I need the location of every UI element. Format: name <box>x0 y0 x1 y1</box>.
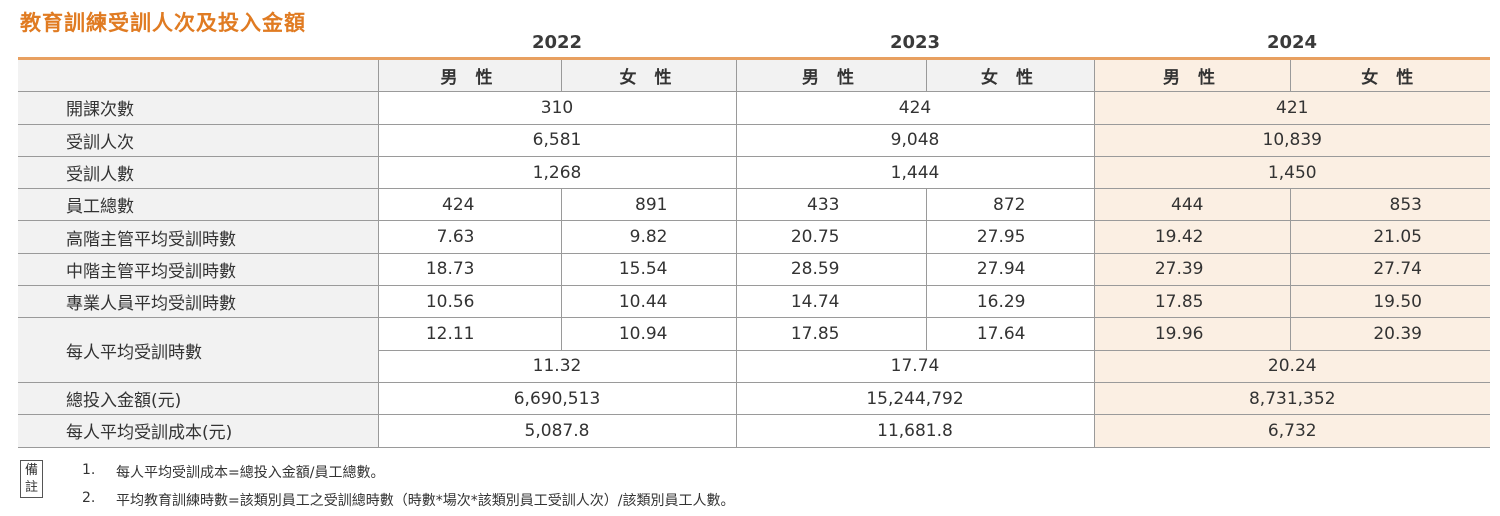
courses-2022: 310 <box>378 91 737 125</box>
row-label: 高階主管平均受訓時數 <box>18 220 379 254</box>
per-person-male-2023: 17.85 <box>736 317 927 351</box>
row-label: 員工總數 <box>18 188 379 222</box>
cost-2024: 6,732 <box>1094 414 1490 448</box>
training-table: 男 性 女 性 男 性 女 性 男 性 女 性 開課次數 310 424 421… <box>18 57 1490 448</box>
table-row: 每人平均受訓時數 12.11 10.94 17.85 17.64 19.96 2… <box>18 317 1490 383</box>
trainee-times-2024: 10,839 <box>1094 124 1490 157</box>
row-label: 受訓人次 <box>18 124 379 157</box>
senior-female-2022: 9.82 <box>561 220 737 254</box>
male-2023-header: 男 性 <box>736 58 927 93</box>
page-title: 教育訓練受訓人次及投入金額 <box>20 11 306 35</box>
per-person-male-2024: 19.96 <box>1094 317 1291 351</box>
professional-female-2024: 19.50 <box>1290 285 1490 319</box>
per-person-female-2024: 20.39 <box>1290 317 1490 351</box>
table-row: 11.32 17.74 20.24 <box>18 350 1490 383</box>
row-label: 開課次數 <box>18 91 379 125</box>
per-person-total-2024: 20.24 <box>1094 350 1490 383</box>
trainee-times-2023: 9,048 <box>736 124 1095 157</box>
table-row: 員工總數 424 891 433 872 444 853 <box>18 188 1490 222</box>
table-row: 總投入金額(元) 6,690,513 15,244,792 8,731,352 <box>18 382 1490 416</box>
table-row: 受訓人數 1,268 1,444 1,450 <box>18 156 1490 190</box>
trainee-times-2022: 6,581 <box>378 124 737 157</box>
table-row: 中階主管平均受訓時數 18.73 15.54 28.59 27.94 27.39… <box>18 253 1490 287</box>
notes-tag: 備註 <box>20 460 44 498</box>
per-person-female-2022: 10.94 <box>561 317 737 351</box>
year-2022-header: 2022 <box>531 32 583 53</box>
middle-male-2023: 28.59 <box>736 253 927 287</box>
courses-2024: 421 <box>1094 91 1490 125</box>
employees-male-2023: 433 <box>736 188 927 222</box>
row-label: 每人平均受訓成本(元) <box>18 414 379 448</box>
row-label: 專業人員平均受訓時數 <box>18 285 379 319</box>
row-label: 總投入金額(元) <box>18 382 379 416</box>
trainees-2022: 1,268 <box>378 156 737 190</box>
row-label: 中階主管平均受訓時數 <box>18 253 379 287</box>
investment-2024: 8,731,352 <box>1094 382 1490 416</box>
cost-2023: 11,681.8 <box>736 414 1095 448</box>
professional-male-2024: 17.85 <box>1094 285 1291 319</box>
investment-2023: 15,244,792 <box>736 382 1095 416</box>
middle-female-2023: 27.94 <box>926 253 1095 287</box>
table-row: 受訓人次 6,581 9,048 10,839 <box>18 124 1490 157</box>
year-2024-header: 2024 <box>1266 32 1318 53</box>
male-2024-header: 男 性 <box>1094 58 1291 93</box>
male-2022-header: 男 性 <box>378 58 562 93</box>
per-person-total-2023: 17.74 <box>736 350 1095 383</box>
middle-male-2022: 18.73 <box>378 253 562 287</box>
employees-female-2023: 872 <box>926 188 1095 222</box>
senior-male-2024: 19.42 <box>1094 220 1291 254</box>
note-number: 1. <box>82 462 96 478</box>
table-row: 高階主管平均受訓時數 7.63 9.82 20.75 27.95 19.42 2… <box>18 220 1490 254</box>
employees-male-2022: 424 <box>378 188 562 222</box>
table-row: 專業人員平均受訓時數 10.56 10.44 14.74 16.29 17.85… <box>18 285 1490 319</box>
investment-2022: 6,690,513 <box>378 382 737 416</box>
senior-female-2023: 27.95 <box>926 220 1095 254</box>
senior-female-2024: 21.05 <box>1290 220 1490 254</box>
corner-cell <box>18 58 379 93</box>
middle-female-2024: 27.74 <box>1290 253 1490 287</box>
middle-female-2022: 15.54 <box>561 253 737 287</box>
senior-male-2022: 7.63 <box>378 220 562 254</box>
row-label: 每人平均受訓時數 <box>18 317 379 383</box>
table-row: 每人平均受訓成本(元) 5,087.8 11,681.8 6,732 <box>18 414 1490 448</box>
per-person-female-2023: 17.64 <box>926 317 1095 351</box>
per-person-male-2022: 12.11 <box>378 317 562 351</box>
trainees-2024: 1,450 <box>1094 156 1490 190</box>
female-2024-header: 女 性 <box>1290 58 1490 93</box>
per-person-total-2022: 11.32 <box>378 350 737 383</box>
senior-male-2023: 20.75 <box>736 220 927 254</box>
note-text: 每人平均受訓成本=總投入金額/員工總數。 <box>116 465 385 481</box>
gender-header-row: 男 性 女 性 男 性 女 性 男 性 女 性 <box>18 58 1490 93</box>
female-2023-header: 女 性 <box>926 58 1095 93</box>
middle-male-2024: 27.39 <box>1094 253 1291 287</box>
professional-female-2022: 10.44 <box>561 285 737 319</box>
note-number: 2. <box>82 490 96 506</box>
row-label: 受訓人數 <box>18 156 379 190</box>
trainees-2023: 1,444 <box>736 156 1095 190</box>
note-text: 平均教育訓練時數=該類別員工之受訓總時數（時數*場次*該類別員工受訓人次）/該類… <box>116 493 735 509</box>
cost-2022: 5,087.8 <box>378 414 737 448</box>
professional-female-2023: 16.29 <box>926 285 1095 319</box>
professional-male-2023: 14.74 <box>736 285 927 319</box>
employees-female-2024: 853 <box>1290 188 1490 222</box>
professional-male-2022: 10.56 <box>378 285 562 319</box>
female-2022-header: 女 性 <box>561 58 737 93</box>
courses-2023: 424 <box>736 91 1095 125</box>
year-2023-header: 2023 <box>889 32 941 53</box>
table-row: 開課次數 310 424 421 <box>18 91 1490 125</box>
employees-male-2024: 444 <box>1094 188 1291 222</box>
employees-female-2022: 891 <box>561 188 737 222</box>
